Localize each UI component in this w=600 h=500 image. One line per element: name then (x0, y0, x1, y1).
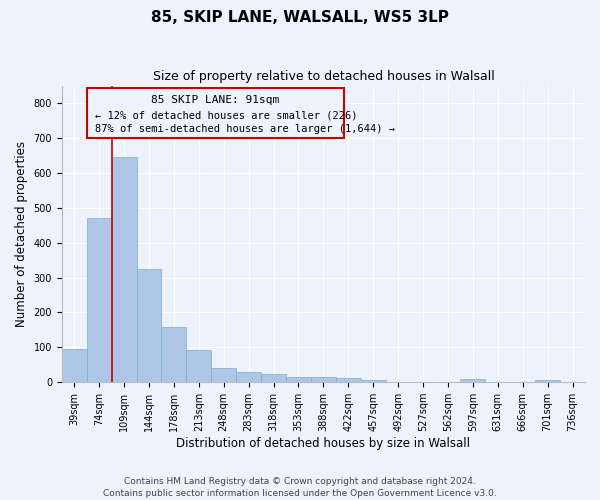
Title: Size of property relative to detached houses in Walsall: Size of property relative to detached ho… (152, 70, 494, 83)
FancyBboxPatch shape (87, 88, 344, 138)
X-axis label: Distribution of detached houses by size in Walsall: Distribution of detached houses by size … (176, 437, 470, 450)
Bar (460, 380, 485, 382)
Bar (137, 269, 161, 382)
Bar (336, 378, 361, 382)
Text: 85, SKIP LANE, WALSALL, WS5 3LP: 85, SKIP LANE, WALSALL, WS5 3LP (151, 10, 449, 25)
Bar (86, 218, 112, 382)
Bar (211, 368, 236, 382)
Bar (535, 380, 560, 382)
Text: 85 SKIP LANE: 91sqm: 85 SKIP LANE: 91sqm (151, 96, 280, 106)
Bar (161, 327, 187, 382)
Bar (112, 157, 137, 382)
Text: 87% of semi-detached houses are larger (1,644) →: 87% of semi-detached houses are larger (… (95, 124, 395, 134)
Bar (286, 378, 311, 382)
Bar (311, 376, 336, 382)
Bar (361, 380, 386, 382)
Text: Contains HM Land Registry data © Crown copyright and database right 2024.
Contai: Contains HM Land Registry data © Crown c… (103, 476, 497, 498)
Y-axis label: Number of detached properties: Number of detached properties (15, 141, 28, 327)
Text: ← 12% of detached houses are smaller (226): ← 12% of detached houses are smaller (22… (95, 110, 357, 120)
Bar (261, 374, 286, 382)
Bar (236, 372, 261, 382)
Bar (187, 350, 211, 382)
Bar (62, 349, 86, 382)
